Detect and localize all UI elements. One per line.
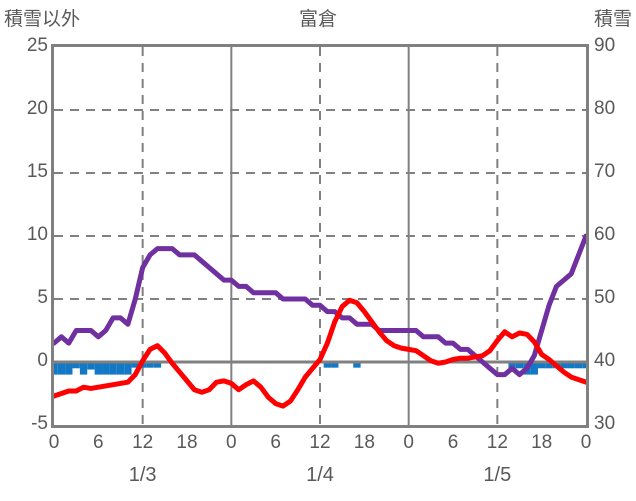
x-tick-8: 0	[403, 432, 414, 453]
left-tick-10: 10	[26, 224, 48, 245]
left-tick-0: 0	[37, 350, 48, 371]
snowfall-bar	[353, 362, 361, 368]
right-tick-90: 90	[594, 35, 616, 56]
snowfall-bar	[54, 362, 58, 375]
day-label-1-3: 1/3	[128, 464, 157, 486]
right-tick-70: 70	[594, 161, 616, 182]
x-tick-7: 18	[353, 432, 375, 453]
x-tick-12: 0	[580, 432, 592, 453]
left-tick-5: 5	[37, 287, 48, 308]
snowfall-bar	[508, 362, 516, 369]
snowfall-bar	[79, 362, 88, 375]
x-tick-10: 12	[486, 432, 508, 453]
page-title: 富倉	[298, 9, 337, 30]
snowfall-bar	[537, 362, 546, 369]
right-tick-50: 50	[594, 287, 616, 308]
left-tick-25: 25	[26, 35, 48, 56]
x-tick-4: 0	[226, 432, 237, 453]
x-tick-9: 6	[447, 432, 459, 453]
left-tick--5: -5	[31, 413, 48, 434]
snowfall-bar	[567, 362, 575, 369]
snowfall-bar	[94, 362, 103, 375]
x-tick-3: 18	[176, 432, 198, 453]
x-tick-0: 0	[48, 432, 60, 453]
snowfall-bar	[116, 362, 125, 375]
right-tick-30: 30	[594, 413, 616, 434]
x-tick-5: 6	[270, 432, 281, 453]
snowfall-bar	[574, 362, 583, 369]
snowfall-bar	[109, 362, 117, 375]
temperature-line	[54, 297, 586, 409]
snow-depth-line	[54, 233, 586, 378]
right-tick-40: 40	[594, 350, 616, 371]
snowfall-bar	[331, 362, 339, 368]
x-tick-11: 18	[531, 432, 553, 453]
x-tick-1: 6	[93, 432, 104, 453]
snowfall-bar	[65, 362, 73, 375]
snowfall-bar	[87, 362, 95, 370]
snowfall-bar	[560, 362, 568, 369]
snowfall-bar	[146, 362, 154, 368]
left-tick-15: 15	[26, 161, 48, 182]
right-axis-title: 積雪	[593, 9, 632, 30]
snowfall-bar	[153, 362, 162, 368]
plot-area	[51, 44, 589, 428]
snowfall-bar	[124, 362, 132, 375]
snowfall-bar	[515, 362, 524, 369]
snowfall-bar	[131, 362, 139, 368]
left-tick-20: 20	[26, 98, 48, 119]
snowfall-bar	[545, 362, 553, 369]
snowfall-bar	[72, 362, 80, 369]
snowfall-bar	[530, 362, 538, 375]
snowfall-bar	[323, 362, 332, 368]
snowfall-bar	[102, 362, 110, 375]
x-tick-6: 12	[309, 432, 331, 453]
right-tick-60: 60	[594, 224, 616, 245]
plot-svg	[54, 47, 586, 425]
right-tick-80: 80	[594, 98, 616, 119]
snowfall-bar	[582, 362, 586, 369]
snowfall-bar	[57, 362, 66, 375]
x-tick-2: 12	[132, 432, 154, 453]
day-label-1-5: 1/5	[483, 464, 512, 486]
left-axis-title: 積雪以外	[4, 9, 81, 30]
day-label-1-4: 1/4	[306, 464, 334, 486]
